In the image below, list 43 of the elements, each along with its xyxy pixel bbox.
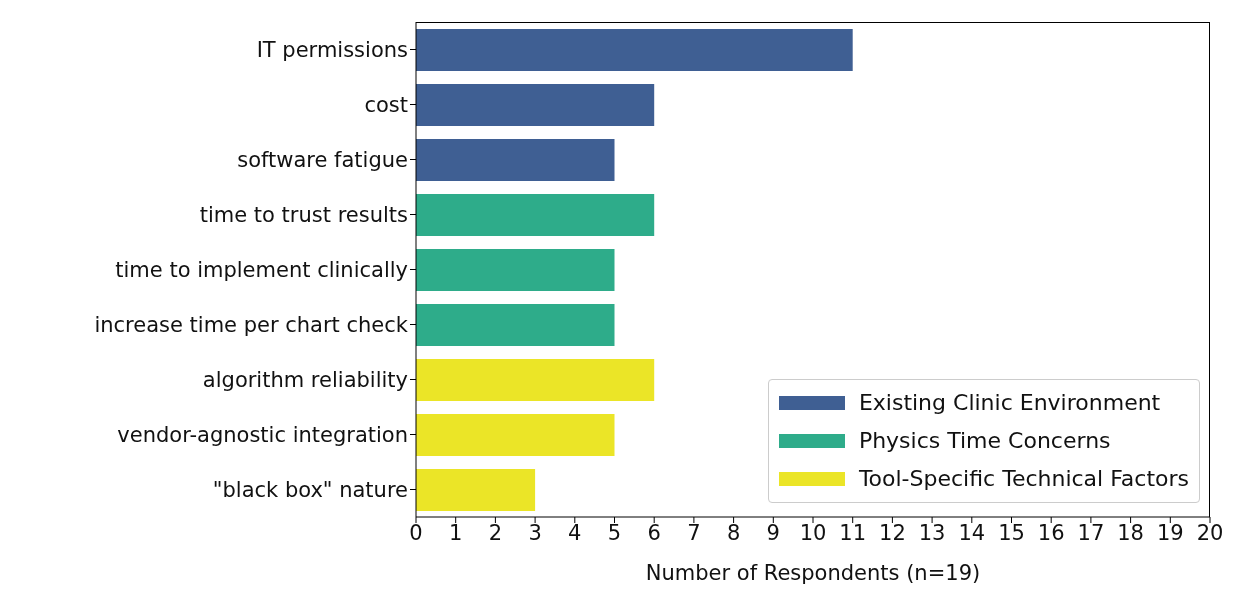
bar [416,469,536,511]
x-tick-label: 1 [449,520,463,545]
x-tick-label: 0 [409,520,423,545]
x-tick-label: 10 [799,520,827,545]
legend-label: Physics Time Concerns [858,427,1111,455]
y-tick-label: IT permissions [256,37,408,62]
y-tick-label: increase time per chart check [94,312,409,337]
y-tick-label: vendor-agnostic integration [117,422,408,447]
bar [416,84,655,126]
y-tick-label: "black box" nature [212,477,408,502]
x-tick-label: 5 [607,520,622,545]
x-tick-label: 17 [1077,520,1105,545]
x-tick-label: 20 [1196,520,1224,545]
x-tick-label: 4 [568,520,582,545]
bar [416,249,615,291]
x-tick-label: 8 [726,520,741,545]
x-tick-label: 6 [647,520,661,545]
x-tick-label: 12 [879,520,906,545]
bar [416,304,615,346]
x-tick-label: 19 [1156,520,1184,545]
x-tick-label: 9 [766,520,780,545]
y-tick-label: algorithm reliability [202,367,408,392]
x-tick-label: 3 [528,520,542,545]
x-tick-label: 7 [687,520,701,545]
x-tick-label: 2 [488,520,503,545]
y-tick-label: time to implement clinically [115,257,408,282]
x-tick-label: 11 [839,520,867,545]
bar [416,139,615,181]
y-tick-label: time to trust results [199,202,408,227]
y-tick-label: software fatigue [237,147,408,172]
legend-label: Tool-Specific Technical Factors [858,465,1189,493]
x-tick-label: 14 [958,520,986,545]
x-tick-label: 13 [918,520,946,545]
y-tick-label: cost [364,92,408,117]
x-tick-label: 18 [1117,520,1144,545]
bar [416,414,615,456]
x-tick-label: 16 [1037,520,1065,545]
x-axis-title: Number of Respondents (n=19) [645,561,981,585]
bar [416,194,655,236]
legend-label: Existing Clinic Environment [858,389,1161,417]
bar [416,29,853,71]
bar [416,359,655,401]
x-tick-label: 15 [998,520,1025,545]
